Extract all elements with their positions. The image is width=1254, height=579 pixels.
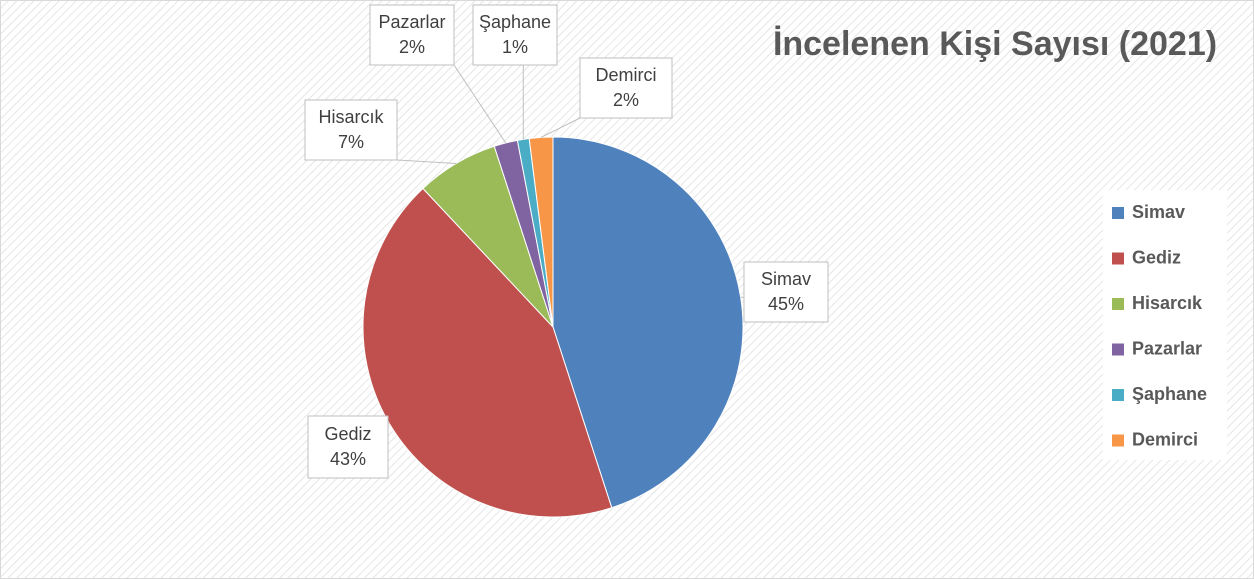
legend-swatch bbox=[1112, 298, 1124, 310]
pie-slice bbox=[552, 136, 744, 509]
label-box bbox=[304, 99, 398, 161]
data-label-name: Demirci bbox=[596, 65, 657, 85]
data-label-value: 45% bbox=[768, 294, 804, 314]
data-label-value: 7% bbox=[338, 132, 364, 152]
data-label-value: 43% bbox=[330, 449, 366, 469]
legend-box bbox=[1103, 190, 1227, 460]
data-label-name: Gediz bbox=[324, 424, 371, 444]
legend-label: Gediz bbox=[1132, 247, 1181, 267]
data-label-value: 1% bbox=[502, 37, 528, 57]
label-box bbox=[743, 261, 829, 323]
legend-label: Pazarlar bbox=[1132, 338, 1202, 358]
leader-line bbox=[540, 117, 581, 138]
data-label-name: Pazarlar bbox=[378, 12, 445, 32]
legend-swatch bbox=[1112, 389, 1124, 401]
chart-title: İncelenen Kişi Sayısı (2021) bbox=[773, 25, 1217, 63]
leader-line bbox=[453, 64, 507, 144]
legend-label: Demirci bbox=[1132, 429, 1198, 449]
legend-label: Simav bbox=[1132, 202, 1185, 222]
legend-swatch bbox=[1112, 252, 1124, 265]
label-box bbox=[369, 4, 455, 66]
data-label-name: Simav bbox=[761, 269, 811, 289]
data-label-name: Hisarcık bbox=[318, 107, 384, 127]
pie-slice bbox=[362, 187, 613, 518]
data-label-value: 2% bbox=[613, 90, 639, 110]
label-box bbox=[307, 415, 389, 479]
legend-swatch bbox=[1112, 434, 1124, 447]
label-box bbox=[472, 4, 558, 66]
data-label-name: Şaphane bbox=[479, 12, 551, 32]
data-label-value: 2% bbox=[399, 37, 425, 57]
legend-label: Şaphane bbox=[1132, 384, 1207, 404]
leader-line bbox=[396, 159, 457, 164]
legend-swatch bbox=[1112, 207, 1124, 219]
legend-label: Hisarcık bbox=[1132, 293, 1203, 313]
legend-swatch bbox=[1112, 343, 1124, 356]
label-box bbox=[579, 57, 673, 119]
